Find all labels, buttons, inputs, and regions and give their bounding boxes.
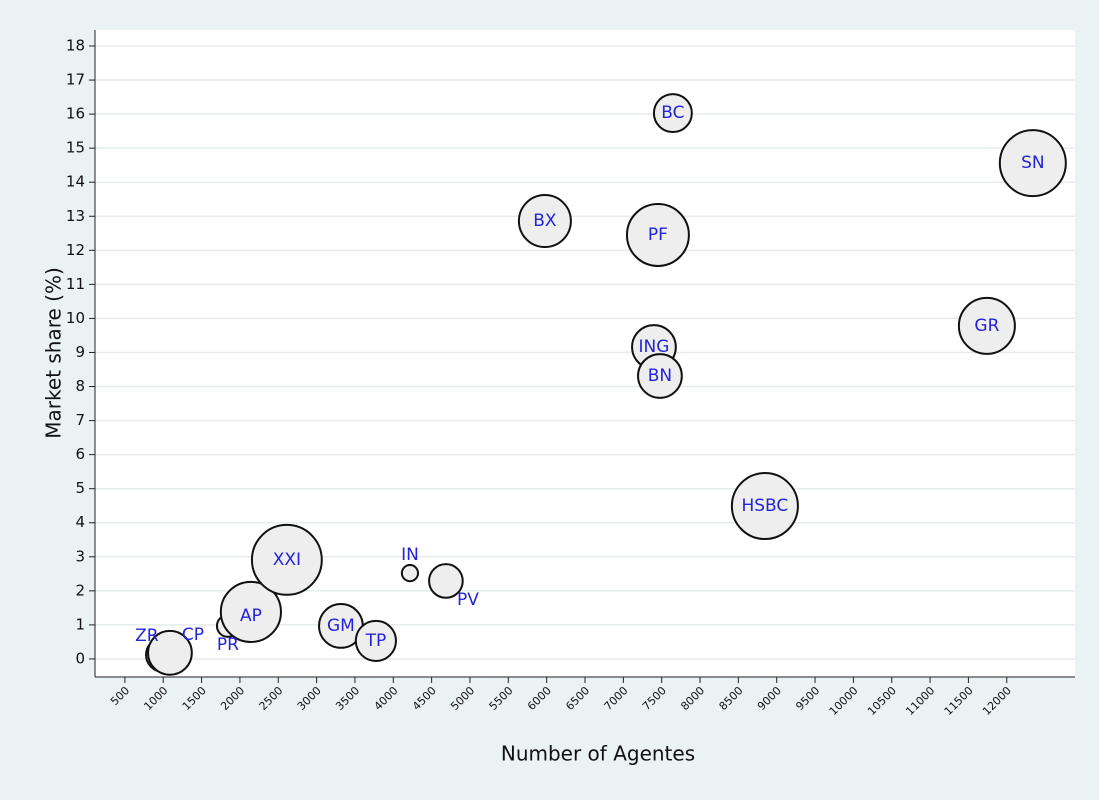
x-tick-label: 3000	[295, 684, 324, 713]
point-label: HSBC	[741, 496, 788, 516]
point-label: ZR	[135, 626, 159, 646]
x-tick-label: 500	[108, 684, 132, 708]
y-tick-label: 15	[66, 139, 85, 157]
bubble	[517, 194, 572, 249]
x-tick-label: 10500	[865, 684, 899, 718]
bubble	[730, 472, 799, 541]
y-tick-label: 10	[66, 309, 85, 327]
y-tick-label: 8	[75, 377, 85, 395]
y-tick-label: 6	[75, 445, 85, 463]
x-tick-label: 5500	[487, 684, 516, 713]
x-tick-label: 7500	[640, 684, 669, 713]
x-tick-label: 1000	[141, 684, 170, 713]
bubble	[637, 353, 683, 399]
x-tick-label: 6500	[563, 684, 592, 713]
x-tick-label: 3500	[333, 684, 362, 713]
bubble	[219, 580, 282, 644]
y-tick-label: 12	[66, 241, 85, 259]
y-tick-label: 11	[66, 275, 85, 293]
point-label: IN	[401, 545, 419, 565]
point-label: PR	[217, 635, 239, 655]
y-tick-label: 7	[75, 411, 85, 429]
y-tick-label: 1	[75, 615, 85, 633]
bubble	[250, 523, 323, 596]
y-tick-label: 5	[75, 479, 85, 497]
point-label: XXI	[273, 550, 301, 570]
x-tick-label: 1500	[180, 684, 209, 713]
point-label: PF	[648, 225, 668, 245]
y-tick-label: 14	[66, 173, 85, 191]
point-label: BX	[533, 211, 557, 231]
bubble	[625, 203, 690, 267]
x-tick-label: 6000	[525, 684, 554, 713]
y-tick-label: 18	[66, 37, 85, 55]
bubble	[354, 619, 397, 662]
point-label: PV	[457, 590, 479, 610]
y-tick-label: 16	[66, 105, 85, 123]
x-tick-label: 8000	[678, 684, 707, 713]
x-tick-label: 12000	[980, 684, 1014, 718]
y-axis-title: Market share (%)	[42, 267, 66, 439]
point-label: BC	[661, 103, 684, 123]
point-label: TP	[365, 631, 387, 651]
bubble	[998, 129, 1067, 198]
bubble	[428, 563, 464, 599]
bubble	[400, 564, 420, 583]
point-label: GR	[974, 316, 999, 336]
y-tick-label: 2	[75, 581, 85, 599]
x-tick-label: 5000	[448, 684, 477, 713]
y-tick-label: 9	[75, 343, 85, 361]
point-label: SN	[1021, 153, 1045, 173]
y-tick-label: 4	[75, 513, 85, 531]
bubble	[957, 296, 1016, 355]
point-label: BN	[648, 366, 672, 386]
x-tick-label: 10000	[827, 684, 861, 718]
x-tick-label: 11500	[942, 684, 976, 718]
x-axis-title: Number of Agentes	[501, 742, 695, 766]
y-tick-label: 17	[66, 71, 85, 89]
point-label: AP	[240, 606, 262, 626]
bubble	[652, 93, 693, 134]
x-tick-label: 2000	[218, 684, 247, 713]
bubble	[147, 629, 193, 676]
x-tick-label: 4500	[410, 684, 439, 713]
x-tick-label: 4000	[372, 684, 401, 713]
point-label: GM	[327, 616, 355, 636]
y-tick-label: 0	[75, 649, 85, 667]
y-tick-label: 3	[75, 547, 85, 565]
point-label: ING	[638, 337, 669, 357]
x-tick-label: 9500	[793, 684, 822, 713]
x-tick-label: 2500	[257, 684, 286, 713]
y-tick-label: 13	[66, 207, 85, 225]
point-label: CP	[182, 625, 204, 645]
x-tick-label: 11000	[903, 684, 937, 718]
x-tick-label: 9000	[755, 684, 784, 713]
x-tick-label: 7000	[602, 684, 631, 713]
x-tick-label: 8500	[717, 684, 746, 713]
plot-area	[95, 30, 1075, 677]
